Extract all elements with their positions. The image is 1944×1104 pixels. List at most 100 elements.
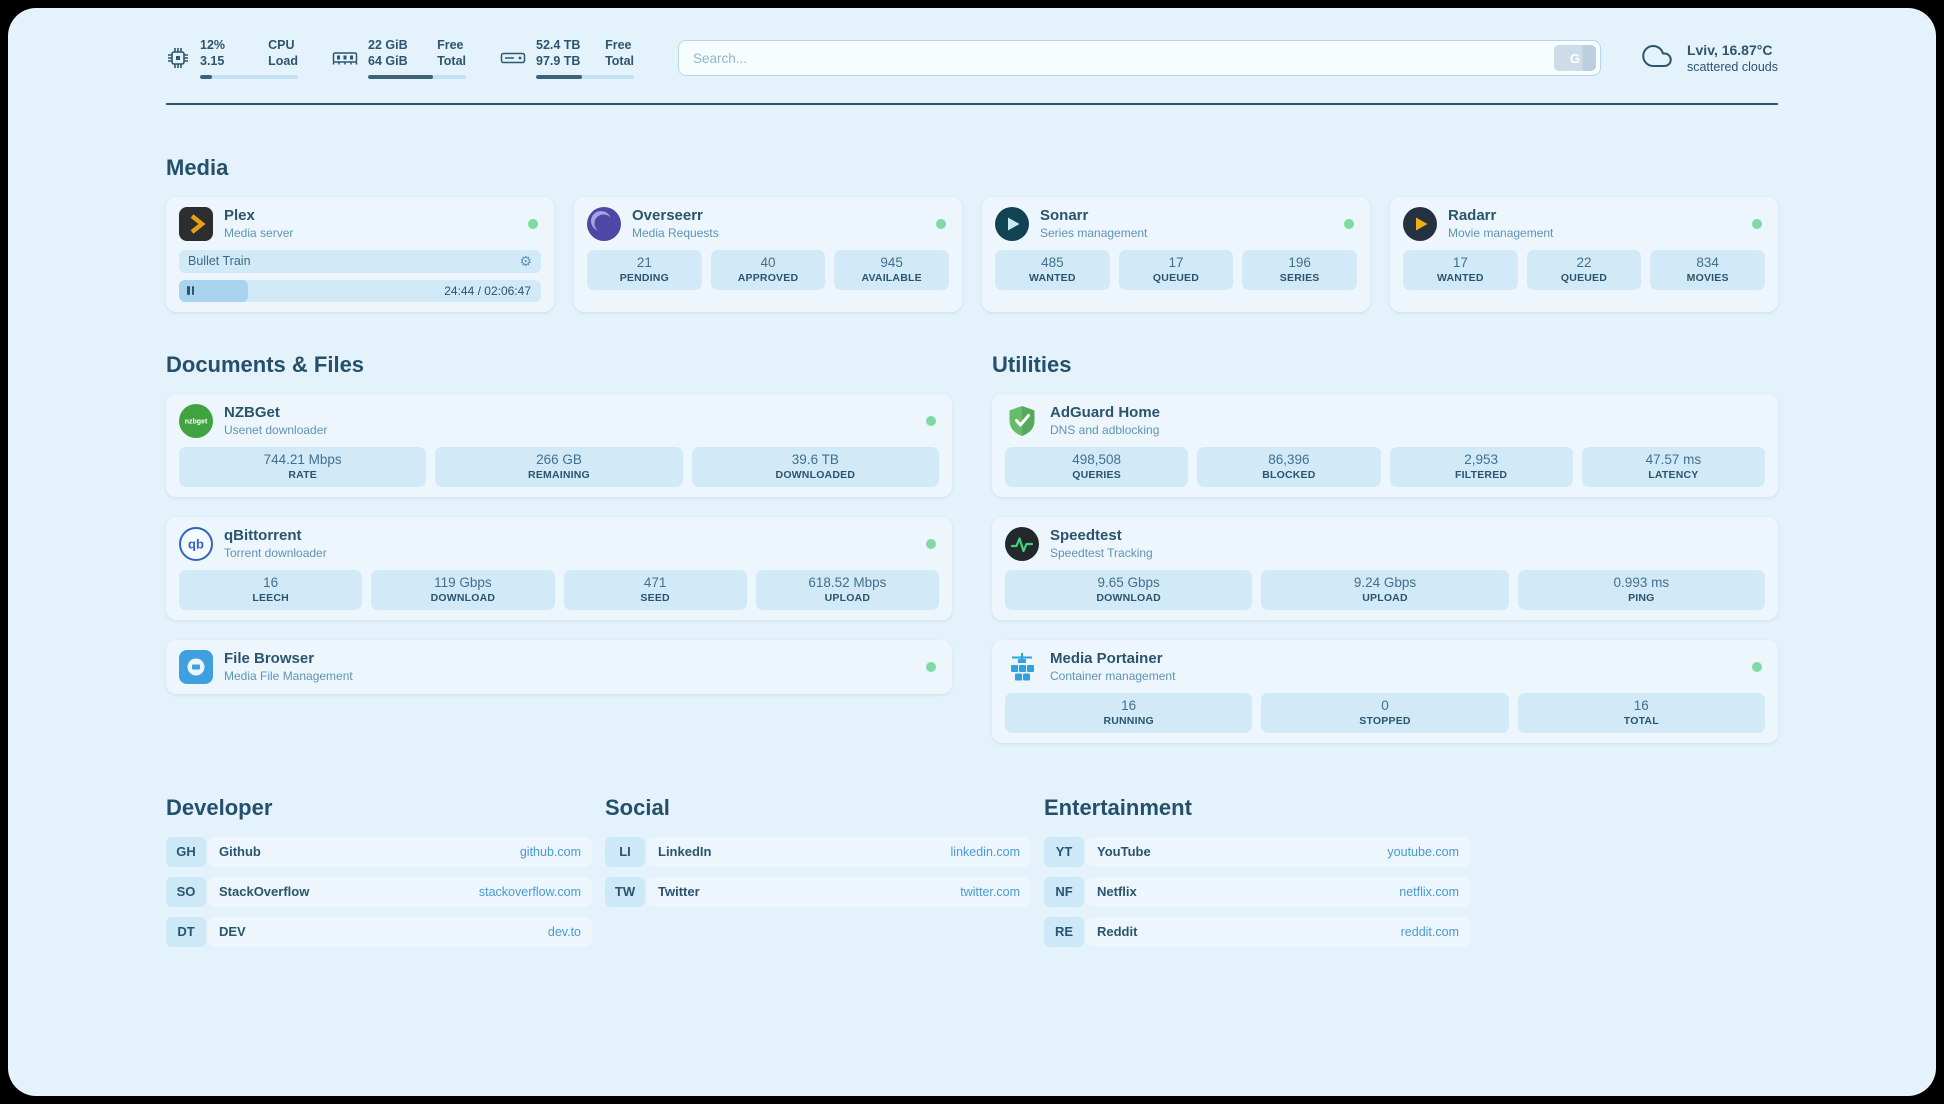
search-provider-button[interactable]: G [1553,45,1596,72]
service-card-plex[interactable]: Plex Media server Bullet Train ⚙ 24:44 [166,196,554,312]
service-card-portainer[interactable]: Media Portainer Container management 16 … [992,639,1778,743]
service-card-sonarr[interactable]: Sonarr Series management 485 WANTED 17 Q… [982,196,1370,312]
section-media: Media Plex Media server [166,155,1778,312]
memory-widget: 22 GiB 64 GiB Free Total [332,38,466,79]
stat-value: 196 [1288,254,1311,270]
playback-progress-bar: 24:44 / 02:06:47 [179,279,541,302]
bookmark-netflix[interactable]: NF Netflix netflix.com [1044,876,1470,907]
bookmark-stackoverflow[interactable]: SO StackOverflow stackoverflow.com [166,876,592,907]
stat-label: STOPPED [1359,714,1411,727]
stat-label: RATE [288,468,317,481]
pause-icon [187,286,194,296]
section-title-developer: Developer [166,794,273,820]
stat-box: 16 RUNNING [1005,692,1253,733]
section-utilities: Utilities [992,352,1778,743]
service-description: Media server [224,226,294,241]
service-card-overseerr[interactable]: Overseerr Media Requests 21 PENDING 40 A… [574,196,962,312]
filebrowser-icon [179,649,213,684]
stat-box: 2,953 FILTERED [1389,446,1573,487]
stat-value: 17 [1452,254,1468,270]
service-card-radarr[interactable]: Radarr Movie management 17 WANTED 22 QUE… [1390,196,1778,312]
service-card-adguard[interactable]: AdGuard Home DNS and adblocking 498,508 … [992,393,1778,497]
stat-label: BLOCKED [1262,468,1316,481]
header: 12% 3.15 CPU Load [166,38,1778,79]
search-input[interactable] [678,40,1601,77]
bookmark-dev[interactable]: DT DEV dev.to [166,916,592,947]
status-dot [1752,661,1762,672]
stat-value: 0.993 ms [1613,574,1670,590]
service-description: Torrent downloader [224,546,327,561]
stat-value: 16 [263,574,279,590]
stat-label: MOVIES [1686,271,1729,284]
stat-value: 17 [1168,254,1184,270]
now-playing-bar: Bullet Train ⚙ [179,249,541,273]
stat-value: 485 [1041,254,1064,270]
service-card-qbittorrent[interactable]: qb qBittorrent Torrent downloader [166,516,952,620]
bookmark-linkedin[interactable]: LI LinkedIn linkedin.com [605,836,1031,867]
search-bar: G [678,40,1601,77]
service-name: AdGuard Home [1050,404,1161,422]
bookmark-twitter[interactable]: TW Twitter twitter.com [605,876,1031,907]
service-name: NZBGet [224,404,280,422]
stat-label: DOWNLOAD [1096,591,1161,604]
stat-label: UPLOAD [1362,591,1408,604]
radarr-icon [1403,206,1437,241]
disk-progress-bar [536,74,634,79]
section-title-entertainment: Entertainment [1044,794,1192,820]
stat-label: RUNNING [1103,714,1154,727]
stat-label: TOTAL [1623,714,1659,727]
stat-label: DOWNLOAD [430,591,496,604]
memory-icon [332,48,358,68]
bookmark-reddit[interactable]: RE Reddit reddit.com [1044,916,1470,947]
stat-box: 17 WANTED [1403,249,1518,290]
adguard-icon [1005,404,1039,438]
stat-value: 21 [636,254,652,270]
memory-total-value: 64 GiB [368,54,408,69]
service-description: Series management [1040,226,1148,241]
stat-value: 9.65 Gbps [1097,574,1160,590]
service-card-filebrowser[interactable]: File Browser Media File Management [166,639,952,694]
dashboard-frame: 12% 3.15 CPU Load [8,8,1936,1096]
qbittorrent-icon: qb [179,526,213,561]
bookmark-abbr: TW [605,876,645,907]
section-title-media: Media [166,154,229,180]
bookmark-url: linkedin.com [950,844,1020,859]
service-name: Media Portainer [1050,650,1163,668]
weather-location: Lviv, 16.87°C [1686,42,1773,59]
stat-value: 744.21 Mbps [263,451,342,467]
stat-value: 40 [760,254,776,270]
stat-value: 16 [1633,697,1649,713]
weather-widget: Lviv, 16.87°C scattered clouds [1639,41,1778,76]
stat-box: 945 AVAILABLE [834,249,949,290]
bookmark-group-social: Social LI LinkedIn linkedin.com TW Twitt… [605,795,1031,947]
service-name: Sonarr [1040,207,1089,225]
stat-value: 47.57 ms [1645,451,1702,467]
nzbget-icon: nzbget [179,403,213,438]
now-playing-title: Bullet Train [188,254,251,269]
section-title-social: Social [605,794,670,820]
stat-value: 834 [1696,254,1719,270]
bookmark-youtube[interactable]: YT YouTube youtube.com [1044,836,1470,867]
service-description: Media Requests [632,226,719,241]
stat-label: DOWNLOADED [775,468,856,481]
stat-label: WANTED [1028,271,1076,284]
bookmark-name: DEV [219,924,246,940]
stat-label: LEECH [252,591,289,604]
stat-label: WANTED [1436,271,1484,284]
disk-icon [500,48,526,68]
memory-progress-bar [368,74,466,79]
service-name: Overseerr [632,207,703,225]
gear-icon[interactable]: ⚙ [519,252,532,269]
stat-value: 945 [880,254,903,270]
stat-box: 744.21 Mbps RATE [179,446,427,487]
stat-box: 471 SEED [563,569,747,610]
memory-free-label: Free [437,38,464,52]
bookmark-github[interactable]: GH Github github.com [166,836,592,867]
service-description: Speedtest Tracking [1050,546,1153,561]
service-description: Usenet downloader [224,423,328,438]
stat-box: 9.65 Gbps DOWNLOAD [1005,569,1253,610]
service-card-speedtest[interactable]: Speedtest Speedtest Tracking 9.65 Gbps D… [992,516,1778,620]
plex-icon [179,206,213,241]
service-card-nzbget[interactable]: nzbget NZBGet Usenet downloader 74 [166,393,952,497]
status-dot [1752,218,1762,229]
